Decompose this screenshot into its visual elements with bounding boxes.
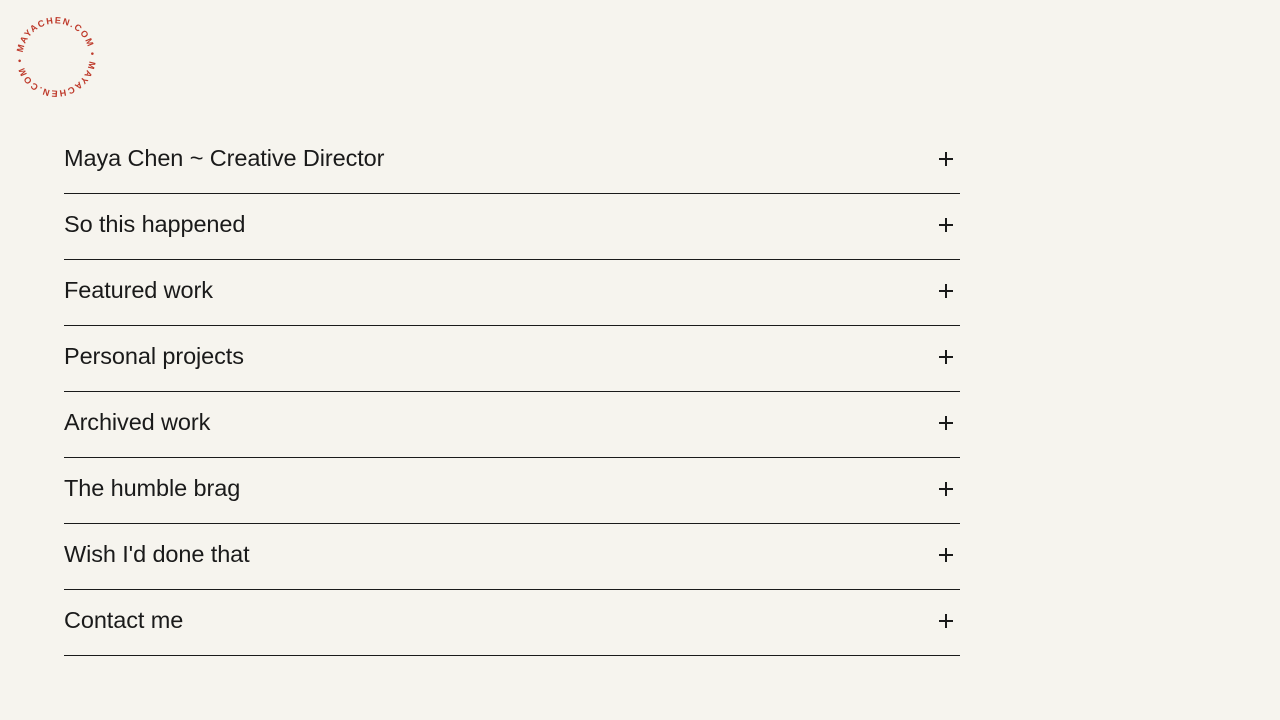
accordion-label: So this happened — [64, 211, 246, 238]
plus-icon[interactable] — [935, 346, 957, 368]
site-logo[interactable]: MAYACHEN.COM • MAYACHEN.COM • — [12, 13, 100, 101]
plus-icon[interactable] — [935, 610, 957, 632]
accordion-row-wish-id-done-that[interactable]: Wish I'd done that — [64, 524, 960, 590]
plus-icon[interactable] — [935, 214, 957, 236]
accordion-row-personal-projects[interactable]: Personal projects — [64, 326, 960, 392]
plus-icon[interactable] — [935, 478, 957, 500]
accordion-row-featured-work[interactable]: Featured work — [64, 260, 960, 326]
accordion-label: Maya Chen ~ Creative Director — [64, 145, 385, 172]
accordion-label: Contact me — [64, 607, 184, 634]
logo-ring-textpath: MAYACHEN.COM • MAYACHEN.COM • — [14, 15, 96, 98]
plus-icon[interactable] — [935, 544, 957, 566]
accordion-label: Archived work — [64, 409, 211, 436]
accordion-row-intro[interactable]: Maya Chen ~ Creative Director — [64, 128, 960, 194]
accordion-row-so-this-happened[interactable]: So this happened — [64, 194, 960, 260]
accordion-row-the-humble-brag[interactable]: The humble brag — [64, 458, 960, 524]
accordion-label: Wish I'd done that — [64, 541, 250, 568]
accordion-row-contact-me[interactable]: Contact me — [64, 590, 960, 656]
plus-icon[interactable] — [935, 148, 957, 170]
accordion-label: Personal projects — [64, 343, 244, 370]
accordion-list: Maya Chen ~ Creative Director So this ha… — [64, 128, 960, 656]
plus-icon[interactable] — [935, 280, 957, 302]
plus-icon[interactable] — [935, 412, 957, 434]
circular-logo-icon: MAYACHEN.COM • MAYACHEN.COM • — [14, 15, 97, 98]
accordion-label: The humble brag — [64, 475, 241, 502]
logo-ring-text: MAYACHEN.COM • MAYACHEN.COM • — [14, 15, 97, 98]
accordion-label: Featured work — [64, 277, 213, 304]
accordion-row-archived-work[interactable]: Archived work — [64, 392, 960, 458]
